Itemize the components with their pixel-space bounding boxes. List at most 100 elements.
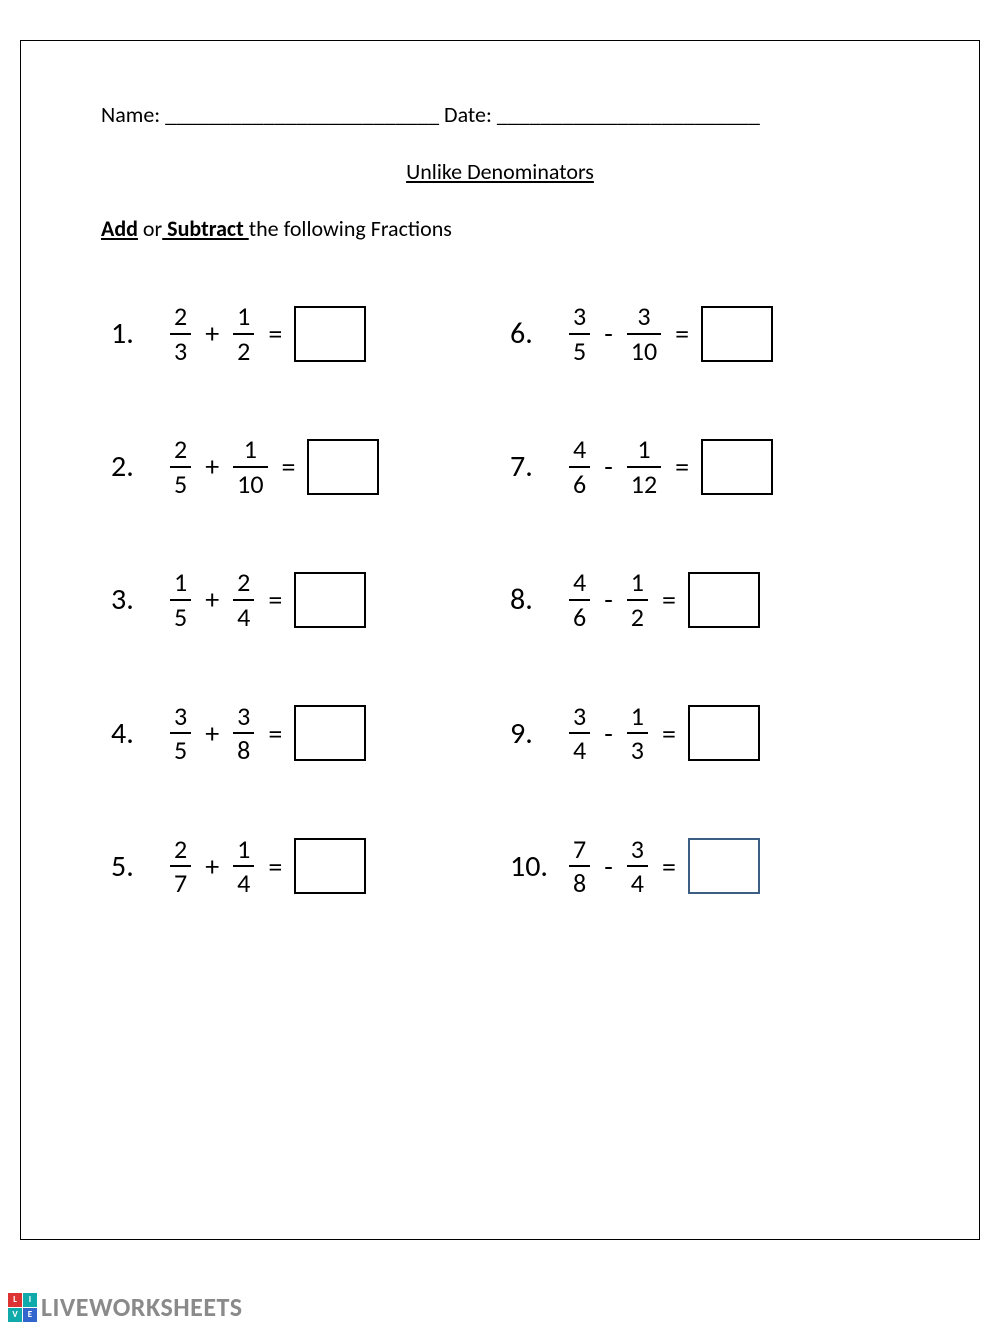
fraction: 78 [569, 835, 590, 898]
logo-text: LIVEWORKSHEETS [41, 1291, 243, 1323]
answer-box[interactable] [701, 306, 773, 362]
fraction-numerator: 3 [633, 302, 654, 331]
logo-cell: I [23, 1293, 37, 1307]
fraction: 34 [627, 835, 648, 898]
date-blank[interactable]: ________________________ [492, 101, 760, 128]
problem-number: 3. [111, 581, 166, 618]
equals-sign: = [662, 716, 676, 751]
answer-box[interactable] [688, 705, 760, 761]
equals-sign: = [268, 849, 282, 884]
instruction-rest: the following Fractions [249, 215, 452, 242]
name-blank[interactable]: _________________________ [160, 101, 439, 128]
equals-sign: = [268, 582, 282, 617]
answer-box[interactable] [294, 838, 366, 894]
logo-cell: V [8, 1308, 22, 1322]
fraction-denominator: 2 [627, 603, 648, 632]
operator: - [604, 849, 613, 884]
fraction-denominator: 5 [170, 736, 191, 765]
fraction-denominator: 12 [627, 470, 661, 499]
operator: - [604, 316, 613, 351]
logo-cell: L [8, 1293, 22, 1307]
fraction-numerator: 3 [233, 702, 254, 731]
fraction-denominator: 8 [569, 869, 590, 898]
fraction-numerator: 1 [233, 835, 254, 864]
fraction-denominator: 7 [170, 869, 191, 898]
fraction: 27 [170, 835, 191, 898]
fraction-numerator: 1 [170, 568, 191, 597]
fraction-denominator: 3 [170, 337, 191, 366]
problem-row: 4.35+38= [111, 702, 490, 765]
footer-logo: L I V E LIVEWORKSHEETS [8, 1291, 243, 1323]
fraction: 14 [233, 835, 254, 898]
problem-number: 5. [111, 848, 166, 885]
problem-number: 6. [510, 315, 565, 352]
fraction-denominator: 2 [233, 337, 254, 366]
problem-row: 8.46-12= [510, 568, 889, 631]
problem-row: 3.15+24= [111, 568, 490, 631]
fraction: 310 [627, 302, 661, 365]
answer-box[interactable] [307, 439, 379, 495]
problem-number: 9. [510, 715, 565, 752]
fraction-numerator: 3 [569, 302, 590, 331]
problem-row: 10.78-34= [510, 835, 889, 898]
fraction-numerator: 3 [170, 702, 191, 731]
problem-number: 10. [510, 848, 565, 885]
worksheet-page: Name: _________________________ Date: __… [20, 40, 980, 1240]
fraction-numerator: 3 [627, 835, 648, 864]
instruction-or: or [138, 215, 162, 242]
operator: - [604, 449, 613, 484]
operator: + [205, 849, 219, 884]
equals-sign: = [662, 582, 676, 617]
logo-grid-icon: L I V E [8, 1293, 37, 1322]
fraction: 25 [170, 435, 191, 498]
fraction-numerator: 2 [170, 435, 191, 464]
fraction-numerator: 1 [627, 702, 648, 731]
answer-box[interactable] [294, 572, 366, 628]
fraction-numerator: 2 [233, 568, 254, 597]
fraction: 110 [233, 435, 267, 498]
problems-grid: 1.23+12=2.25+110=3.15+24=4.35+38=5.27+14… [101, 302, 899, 898]
logo-cell: E [23, 1308, 37, 1322]
fraction-numerator: 1 [633, 435, 654, 464]
fraction: 112 [627, 435, 661, 498]
fraction-numerator: 3 [569, 702, 590, 731]
problem-number: 1. [111, 315, 166, 352]
answer-box[interactable] [294, 705, 366, 761]
instruction-subtract: Subtract [162, 215, 249, 242]
answer-box[interactable] [688, 572, 760, 628]
answer-box[interactable] [294, 306, 366, 362]
fraction-numerator: 2 [170, 302, 191, 331]
fraction: 46 [569, 435, 590, 498]
problem-row: 6.35-310 = [510, 302, 889, 365]
fraction: 35 [569, 302, 590, 365]
fraction-denominator: 5 [170, 470, 191, 499]
fraction: 12 [233, 302, 254, 365]
fraction-numerator: 7 [569, 835, 590, 864]
fraction-denominator: 6 [569, 603, 590, 632]
fraction: 13 [627, 702, 648, 765]
operator: + [205, 316, 219, 351]
fraction-denominator: 10 [233, 470, 267, 499]
fraction: 24 [233, 568, 254, 631]
operator: + [205, 582, 219, 617]
problem-number: 4. [111, 715, 166, 752]
fraction: 23 [170, 302, 191, 365]
operator: - [604, 716, 613, 751]
answer-box[interactable] [688, 838, 760, 894]
equals-sign: = [675, 316, 689, 351]
fraction-numerator: 4 [569, 435, 590, 464]
worksheet-title: Unlike Denominators [101, 158, 899, 185]
problem-number: 2. [111, 448, 166, 485]
equals-sign: = [662, 849, 676, 884]
problem-row: 9.34-13= [510, 702, 889, 765]
fraction-numerator: 1 [233, 302, 254, 331]
equals-sign: = [268, 316, 282, 351]
fraction-numerator: 1 [627, 568, 648, 597]
header-row: Name: _________________________ Date: __… [101, 101, 899, 128]
fraction-numerator: 1 [240, 435, 261, 464]
operator: + [205, 716, 219, 751]
operator: - [604, 582, 613, 617]
instruction-add: Add [101, 215, 138, 242]
answer-box[interactable] [701, 439, 773, 495]
fraction-denominator: 8 [233, 736, 254, 765]
